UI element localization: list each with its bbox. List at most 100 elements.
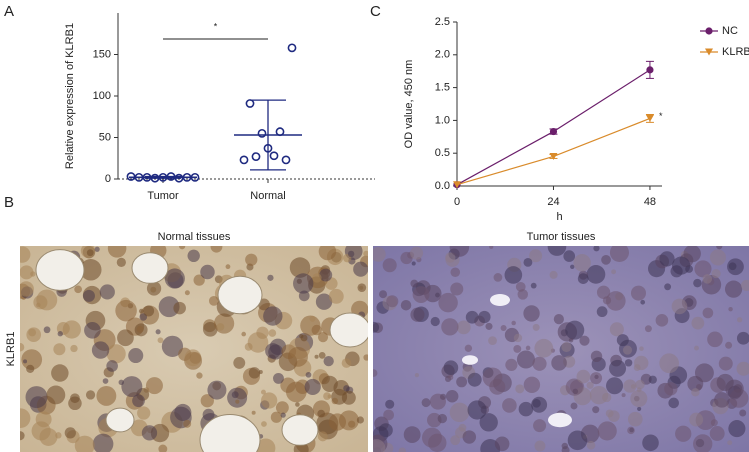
cell bbox=[51, 364, 69, 382]
cell bbox=[511, 320, 516, 326]
cell bbox=[570, 264, 575, 269]
cell bbox=[304, 378, 321, 396]
cell bbox=[273, 372, 284, 384]
cell bbox=[718, 356, 733, 371]
cell bbox=[693, 434, 713, 452]
cell bbox=[608, 410, 620, 422]
cell bbox=[35, 411, 52, 428]
data-point bbox=[549, 152, 558, 160]
cell bbox=[439, 393, 447, 400]
cell bbox=[606, 291, 626, 311]
significance-mark: * bbox=[659, 111, 663, 121]
cell bbox=[462, 430, 477, 444]
cell bbox=[208, 295, 219, 306]
cell bbox=[572, 388, 579, 395]
cell bbox=[23, 359, 28, 364]
cell bbox=[378, 423, 393, 438]
cell bbox=[479, 413, 498, 432]
cell bbox=[379, 290, 388, 299]
cell bbox=[305, 371, 312, 378]
cell bbox=[728, 420, 746, 438]
cell bbox=[659, 251, 675, 267]
cell bbox=[357, 283, 367, 292]
cell bbox=[158, 296, 180, 318]
cell bbox=[270, 411, 283, 423]
cell bbox=[563, 250, 576, 262]
cell bbox=[74, 435, 95, 452]
cell bbox=[623, 379, 637, 393]
cell bbox=[267, 274, 274, 281]
x-tick-label: 0 bbox=[454, 196, 460, 208]
panel-label: C bbox=[370, 3, 381, 20]
cell bbox=[323, 355, 334, 367]
vacuole bbox=[281, 414, 319, 446]
cell bbox=[68, 396, 82, 411]
vacuole bbox=[199, 414, 261, 452]
cell bbox=[515, 281, 526, 292]
y-tick-label: 1.5 bbox=[435, 82, 450, 94]
cell bbox=[504, 266, 523, 284]
cell bbox=[317, 409, 326, 418]
cell bbox=[458, 423, 467, 432]
cell bbox=[106, 344, 126, 364]
y-tick-label: 1.0 bbox=[435, 114, 450, 126]
cell bbox=[642, 434, 659, 452]
cell bbox=[710, 419, 718, 427]
cell bbox=[443, 360, 459, 375]
image-title: Tumor tissues bbox=[527, 231, 596, 243]
cell bbox=[456, 320, 471, 335]
cell bbox=[421, 398, 431, 408]
cell bbox=[26, 364, 35, 373]
cell bbox=[196, 372, 203, 379]
cell bbox=[411, 261, 416, 266]
cell bbox=[121, 376, 143, 398]
x-tick-label: Tumor bbox=[147, 190, 179, 202]
cell bbox=[410, 279, 419, 288]
cell bbox=[601, 254, 611, 265]
cell bbox=[248, 367, 261, 379]
x-tick-label: Normal bbox=[250, 190, 285, 202]
cell bbox=[373, 247, 386, 262]
data-point bbox=[645, 114, 654, 122]
cell bbox=[549, 270, 558, 279]
cell bbox=[671, 298, 688, 315]
cell bbox=[145, 377, 163, 395]
cell bbox=[20, 246, 31, 263]
cell bbox=[664, 382, 678, 396]
cell bbox=[289, 257, 311, 278]
cell bbox=[280, 412, 286, 418]
cell bbox=[736, 361, 749, 376]
vacuole bbox=[217, 275, 263, 315]
cell bbox=[184, 349, 202, 367]
cell bbox=[702, 307, 714, 319]
cell bbox=[711, 268, 721, 279]
cell bbox=[20, 343, 25, 352]
cell bbox=[494, 436, 510, 452]
cell bbox=[317, 431, 328, 442]
cell bbox=[137, 406, 151, 420]
cell bbox=[675, 425, 692, 442]
cell bbox=[318, 246, 337, 261]
cell bbox=[261, 421, 267, 427]
cell bbox=[611, 269, 617, 275]
cell bbox=[410, 307, 425, 322]
cell bbox=[609, 246, 629, 262]
cell bbox=[410, 246, 424, 260]
cell bbox=[644, 325, 652, 333]
cell bbox=[533, 419, 547, 433]
cell bbox=[20, 265, 34, 280]
cell bbox=[386, 295, 399, 308]
cell bbox=[327, 394, 332, 399]
cell bbox=[318, 351, 326, 359]
cell bbox=[464, 344, 473, 353]
cell bbox=[309, 315, 316, 322]
cell bbox=[20, 431, 25, 441]
cell bbox=[707, 331, 723, 348]
cell bbox=[373, 369, 378, 377]
cell bbox=[373, 321, 380, 333]
cell bbox=[596, 306, 608, 318]
cell bbox=[467, 400, 487, 420]
y-tick-label: 0.5 bbox=[435, 147, 450, 159]
cell bbox=[482, 367, 503, 388]
cell bbox=[500, 325, 507, 332]
